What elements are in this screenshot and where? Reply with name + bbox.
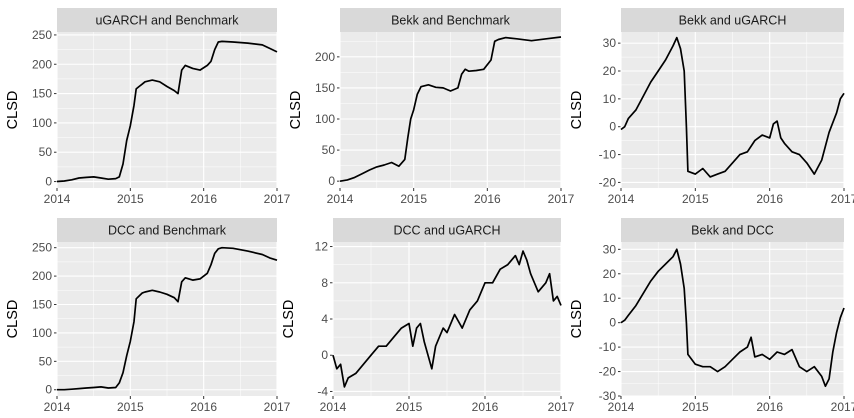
x-tick-label: 2015 <box>117 192 144 206</box>
series-line <box>56 40 278 183</box>
y-tick-label: 0 <box>45 383 52 397</box>
x-tick-label: 2014 <box>320 400 347 414</box>
y-tick-label: 20 <box>603 64 617 78</box>
y-tick-label: -30 <box>599 389 617 403</box>
y-tick-label: 150 <box>32 87 52 101</box>
y-tick-label: -4 <box>317 384 328 398</box>
y-tick-label: 100 <box>32 116 52 130</box>
x-tick-label: 2016 <box>756 192 783 206</box>
strip-title: Bekk and Benchmark <box>391 14 511 28</box>
y-tick-label: 250 <box>32 28 52 42</box>
y-tick-label: 50 <box>39 145 53 159</box>
series-line <box>332 250 562 388</box>
x-tick-label: 2016 <box>190 192 217 206</box>
strip-title: Bekk and DCC <box>691 224 774 238</box>
x-tick-label: 2017 <box>548 192 575 206</box>
y-tick-label: 4 <box>321 312 328 326</box>
y-axis-label: CLSD <box>288 91 304 130</box>
y-tick-label: -20 <box>599 175 617 189</box>
facet-panel: Bekk and Benchmark 0 50 100 150 200 2014 2015 20… <box>288 8 575 206</box>
x-tick-label: 2016 <box>756 400 783 414</box>
y-tick-label: 30 <box>603 242 617 256</box>
strip-background <box>333 218 561 242</box>
strip-background <box>340 8 561 32</box>
x-tick-label: 2015 <box>400 192 427 206</box>
facet-panel: DCC and uGARCH -4 0 4 8 12 2014 2015 2016 2017 CLS… <box>281 218 575 414</box>
series-line <box>620 36 845 178</box>
y-tick-label: 200 <box>32 57 52 71</box>
series-line <box>339 36 562 183</box>
facet-panel: uGARCH and Benchmark 0 50 100 150 200 250 2014 2… <box>5 8 291 206</box>
x-tick-label: 2017 <box>831 192 854 206</box>
strip-background <box>57 8 277 32</box>
y-tick-label: 0 <box>321 348 328 362</box>
x-tick-label: 2015 <box>396 400 423 414</box>
y-tick-label: 200 <box>315 50 335 64</box>
series-line <box>57 246 278 391</box>
y-tick-label: 12 <box>315 240 329 254</box>
y-tick-label: 100 <box>32 326 52 340</box>
y-axis-label: CLSD <box>5 300 21 339</box>
strip-title: uGARCH and Benchmark <box>95 14 239 28</box>
y-tick-label: 8 <box>321 276 328 290</box>
y-tick-label: 250 <box>32 241 52 255</box>
strip-title: DCC and Benchmark <box>108 224 227 238</box>
y-axis-label: CLSD <box>569 91 585 130</box>
y-axis-label: CLSD <box>281 300 297 339</box>
x-tick-label: 2016 <box>474 192 501 206</box>
facet-panel: Bekk and uGARCH -20 -10 0 10 20 30 2014 2015 2016… <box>569 8 854 206</box>
x-tick-label: 2014 <box>608 400 635 414</box>
x-tick-label: 2016 <box>190 400 217 414</box>
x-tick-label: 2016 <box>472 400 499 414</box>
y-tick-label: 0 <box>609 120 616 134</box>
y-tick-label: 50 <box>322 143 336 157</box>
x-tick-label: 2017 <box>548 400 575 414</box>
series-line <box>620 248 845 388</box>
strip-background <box>57 218 277 242</box>
y-tick-label: -20 <box>599 365 617 379</box>
y-tick-label: 50 <box>39 354 53 368</box>
strip-background <box>621 8 844 32</box>
x-tick-label: 2014 <box>44 400 71 414</box>
x-tick-label: 2015 <box>682 400 709 414</box>
x-tick-label: 2017 <box>264 400 291 414</box>
y-tick-label: 150 <box>32 298 52 312</box>
x-tick-label: 2014 <box>327 192 354 206</box>
facet-panel: DCC and Benchmark 0 50 100 150 200 250 2014 2015… <box>5 218 291 414</box>
x-tick-label: 2017 <box>831 400 854 414</box>
y-tick-label: 0 <box>609 316 616 330</box>
strip-background <box>621 218 844 242</box>
strip-title: DCC and uGARCH <box>394 224 501 238</box>
x-tick-label: 2015 <box>117 400 144 414</box>
y-tick-label: 30 <box>603 36 617 50</box>
y-axis-label: CLSD <box>5 91 21 130</box>
x-tick-label: 2014 <box>608 192 635 206</box>
y-tick-label: -10 <box>599 148 617 162</box>
y-tick-label: 100 <box>315 112 335 126</box>
y-tick-label: 10 <box>603 92 617 106</box>
y-tick-label: 0 <box>45 175 52 189</box>
y-tick-label: 10 <box>603 291 617 305</box>
strip-title: Bekk and uGARCH <box>679 14 787 28</box>
x-tick-label: 2017 <box>264 192 291 206</box>
y-tick-label: 0 <box>328 174 335 188</box>
x-tick-label: 2014 <box>44 192 71 206</box>
y-tick-label: 20 <box>603 267 617 281</box>
y-axis-label: CLSD <box>569 300 585 339</box>
facet-panel: Bekk and DCC -30 -20 -10 0 10 20 30 2014 2015 2016… <box>569 218 854 414</box>
y-tick-label: 150 <box>315 81 335 95</box>
y-tick-label: 200 <box>32 269 52 283</box>
y-tick-label: -10 <box>599 340 617 354</box>
x-tick-label: 2015 <box>682 192 709 206</box>
